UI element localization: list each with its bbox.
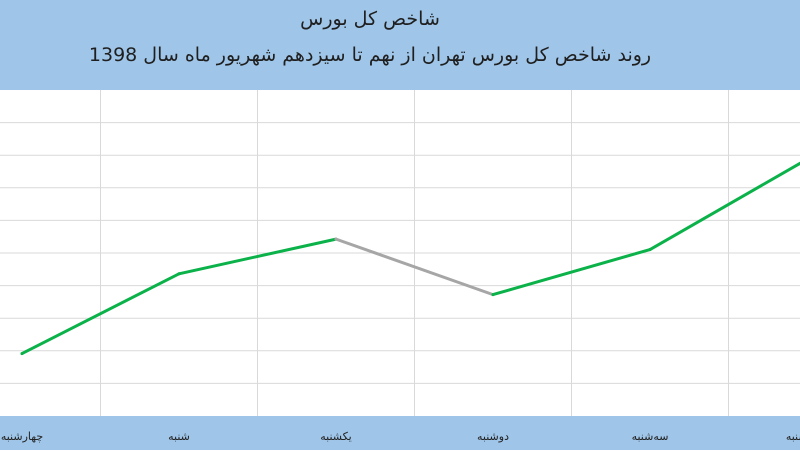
data-point <box>335 238 338 241</box>
series-segment <box>650 159 800 249</box>
x-tick-label: چهارشنبه <box>786 430 800 443</box>
x-tick-label: سه‌شنبه <box>632 430 669 443</box>
plot-area <box>0 90 800 416</box>
data-point <box>21 352 24 355</box>
chart-header: شاخص کل بورس روند شاخص کل بورس تهران از … <box>0 0 800 90</box>
x-axis: چهارشنبه شنبه یکشنبه دوشنبه سه‌شنبه چهارشنبه <box>0 416 800 450</box>
chart-subtitle: روند شاخص کل بورس تهران از نهم تا سیزدهم… <box>0 44 740 66</box>
x-axis-labels: چهارشنبه شنبه یکشنبه دوشنبه سه‌شنبه چهارشنبه <box>0 416 800 450</box>
data-point <box>178 272 181 275</box>
data-point <box>492 293 495 296</box>
data-point <box>649 248 652 251</box>
x-tick-label: چهارشنبه <box>1 430 43 443</box>
chart-title: شاخص کل بورس <box>0 8 740 30</box>
x-tick-label: دوشنبه <box>477 430 509 443</box>
gridlines <box>0 90 800 416</box>
x-tick-label: یکشنبه <box>320 430 352 443</box>
x-tick-label: شنبه <box>168 430 190 443</box>
